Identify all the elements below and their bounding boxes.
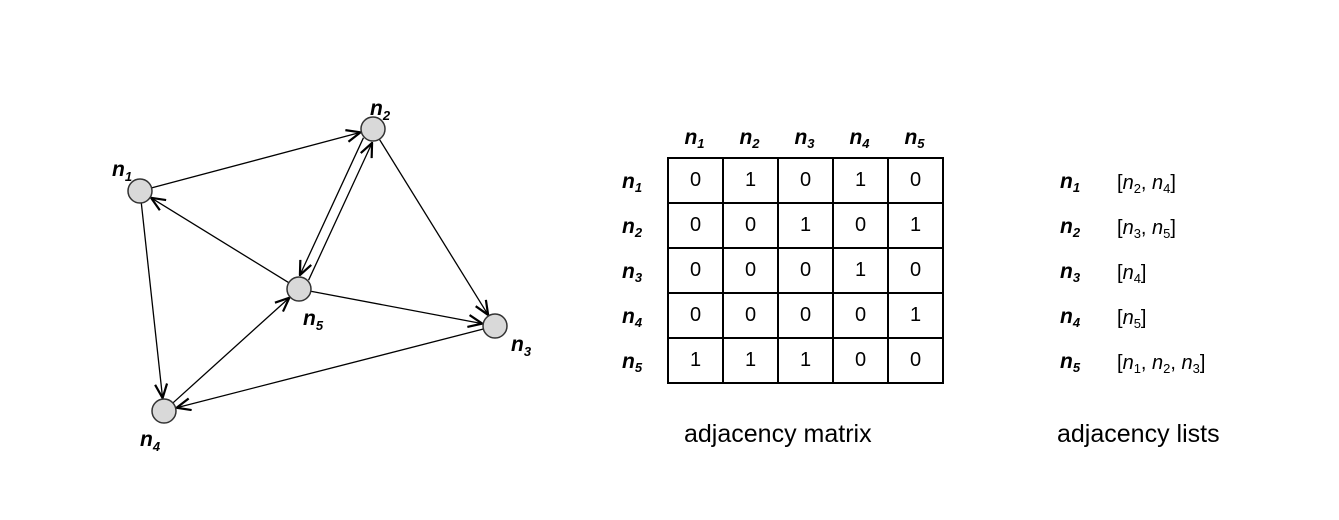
adjacency-matrix: 0 1 0 1 0 0 0 1 0 1 0 0 0 1 0 0 0 0 0 1 … [667, 157, 944, 384]
list-neighbors: [n5] [1117, 307, 1147, 331]
node-label-n4: n4 [140, 428, 161, 454]
edge-n5-to-n2 [307, 143, 373, 281]
matrix-col-header: n1 [684, 126, 705, 151]
list-node-label: n4 [1060, 305, 1081, 330]
edge-n5-to-n1 [151, 198, 290, 284]
list-neighbors: [n1, n2, n3] [1117, 352, 1206, 376]
edge-n2-to-n5 [300, 137, 365, 275]
matrix-cell: 1 [777, 337, 834, 384]
matrix-cell: 0 [887, 337, 944, 384]
matrix-row-header: n4 [622, 305, 643, 330]
matrix-row-header: n3 [622, 260, 643, 285]
matrix-caption: adjacency matrix [684, 420, 872, 448]
node-n3 [482, 313, 508, 339]
node-n2 [360, 116, 386, 142]
node-label-n1: n1 [112, 158, 132, 184]
matrix-cell: 1 [832, 247, 889, 294]
matrix-cell: 0 [722, 292, 779, 339]
matrix-cell: 0 [667, 247, 724, 294]
lists-caption: adjacency lists [1057, 420, 1220, 448]
matrix-cell: 0 [832, 202, 889, 249]
directed-graph: n1 n2 n3 n4 n5 [112, 97, 532, 454]
matrix-cell: 1 [777, 202, 834, 249]
list-neighbors: [n3, n5] [1117, 217, 1176, 241]
node-n1 [127, 178, 153, 204]
matrix-col-header: n2 [739, 126, 760, 151]
node-label-n3: n3 [511, 333, 532, 359]
matrix-row: 1 1 1 0 0 [667, 337, 944, 384]
matrix-cell: 0 [832, 337, 889, 384]
matrix-row-header: n1 [622, 170, 643, 195]
matrix-cell: 1 [722, 157, 779, 204]
matrix-row-header: n5 [622, 350, 643, 375]
list-neighbors: [n2, n4] [1117, 172, 1176, 196]
edge-n3-to-n4 [177, 328, 484, 408]
matrix-col-header: n3 [794, 126, 815, 151]
list-node-label: n1 [1060, 170, 1081, 195]
matrix-cell: 0 [667, 292, 724, 339]
matrix-cell: 0 [887, 247, 944, 294]
node-n4 [151, 398, 177, 424]
matrix-cell: 0 [722, 247, 779, 294]
matrix-cell: 1 [887, 202, 944, 249]
list-neighbors: [n4] [1117, 262, 1147, 286]
matrix-row: 0 0 1 0 1 [667, 202, 944, 249]
matrix-cell: 0 [777, 292, 834, 339]
node-label-n5: n5 [303, 307, 324, 333]
node-label-n2: n2 [370, 97, 391, 123]
matrix-cell: 0 [667, 157, 724, 204]
matrix-cell: 0 [887, 157, 944, 204]
matrix-cell: 0 [777, 247, 834, 294]
matrix-cell: 0 [777, 157, 834, 204]
matrix-row: 0 0 0 1 0 [667, 247, 944, 294]
matrix-col-header: n5 [904, 126, 925, 151]
edge-n4-to-n5 [172, 298, 289, 404]
node-n5 [286, 276, 312, 302]
list-node-label: n5 [1060, 350, 1081, 375]
matrix-cell: 1 [832, 157, 889, 204]
matrix-cell: 0 [722, 202, 779, 249]
edge-n5-to-n3 [310, 290, 482, 323]
edge-n1-to-n4 [140, 202, 162, 398]
matrix-cell: 1 [722, 337, 779, 384]
matrix-row: 0 0 0 0 1 [667, 292, 944, 339]
matrix-row-header: n2 [622, 215, 643, 240]
matrix-row: 0 1 0 1 0 [667, 157, 944, 204]
list-node-label: n2 [1060, 215, 1081, 240]
matrix-cell: 0 [667, 202, 724, 249]
list-node-label: n3 [1060, 260, 1081, 285]
matrix-cell: 1 [887, 292, 944, 339]
matrix-col-header: n4 [849, 126, 870, 151]
matrix-cell: 0 [832, 292, 889, 339]
edge-n2-to-n3 [378, 138, 488, 315]
edge-n1-to-n2 [151, 132, 361, 189]
matrix-cell: 1 [667, 337, 724, 384]
